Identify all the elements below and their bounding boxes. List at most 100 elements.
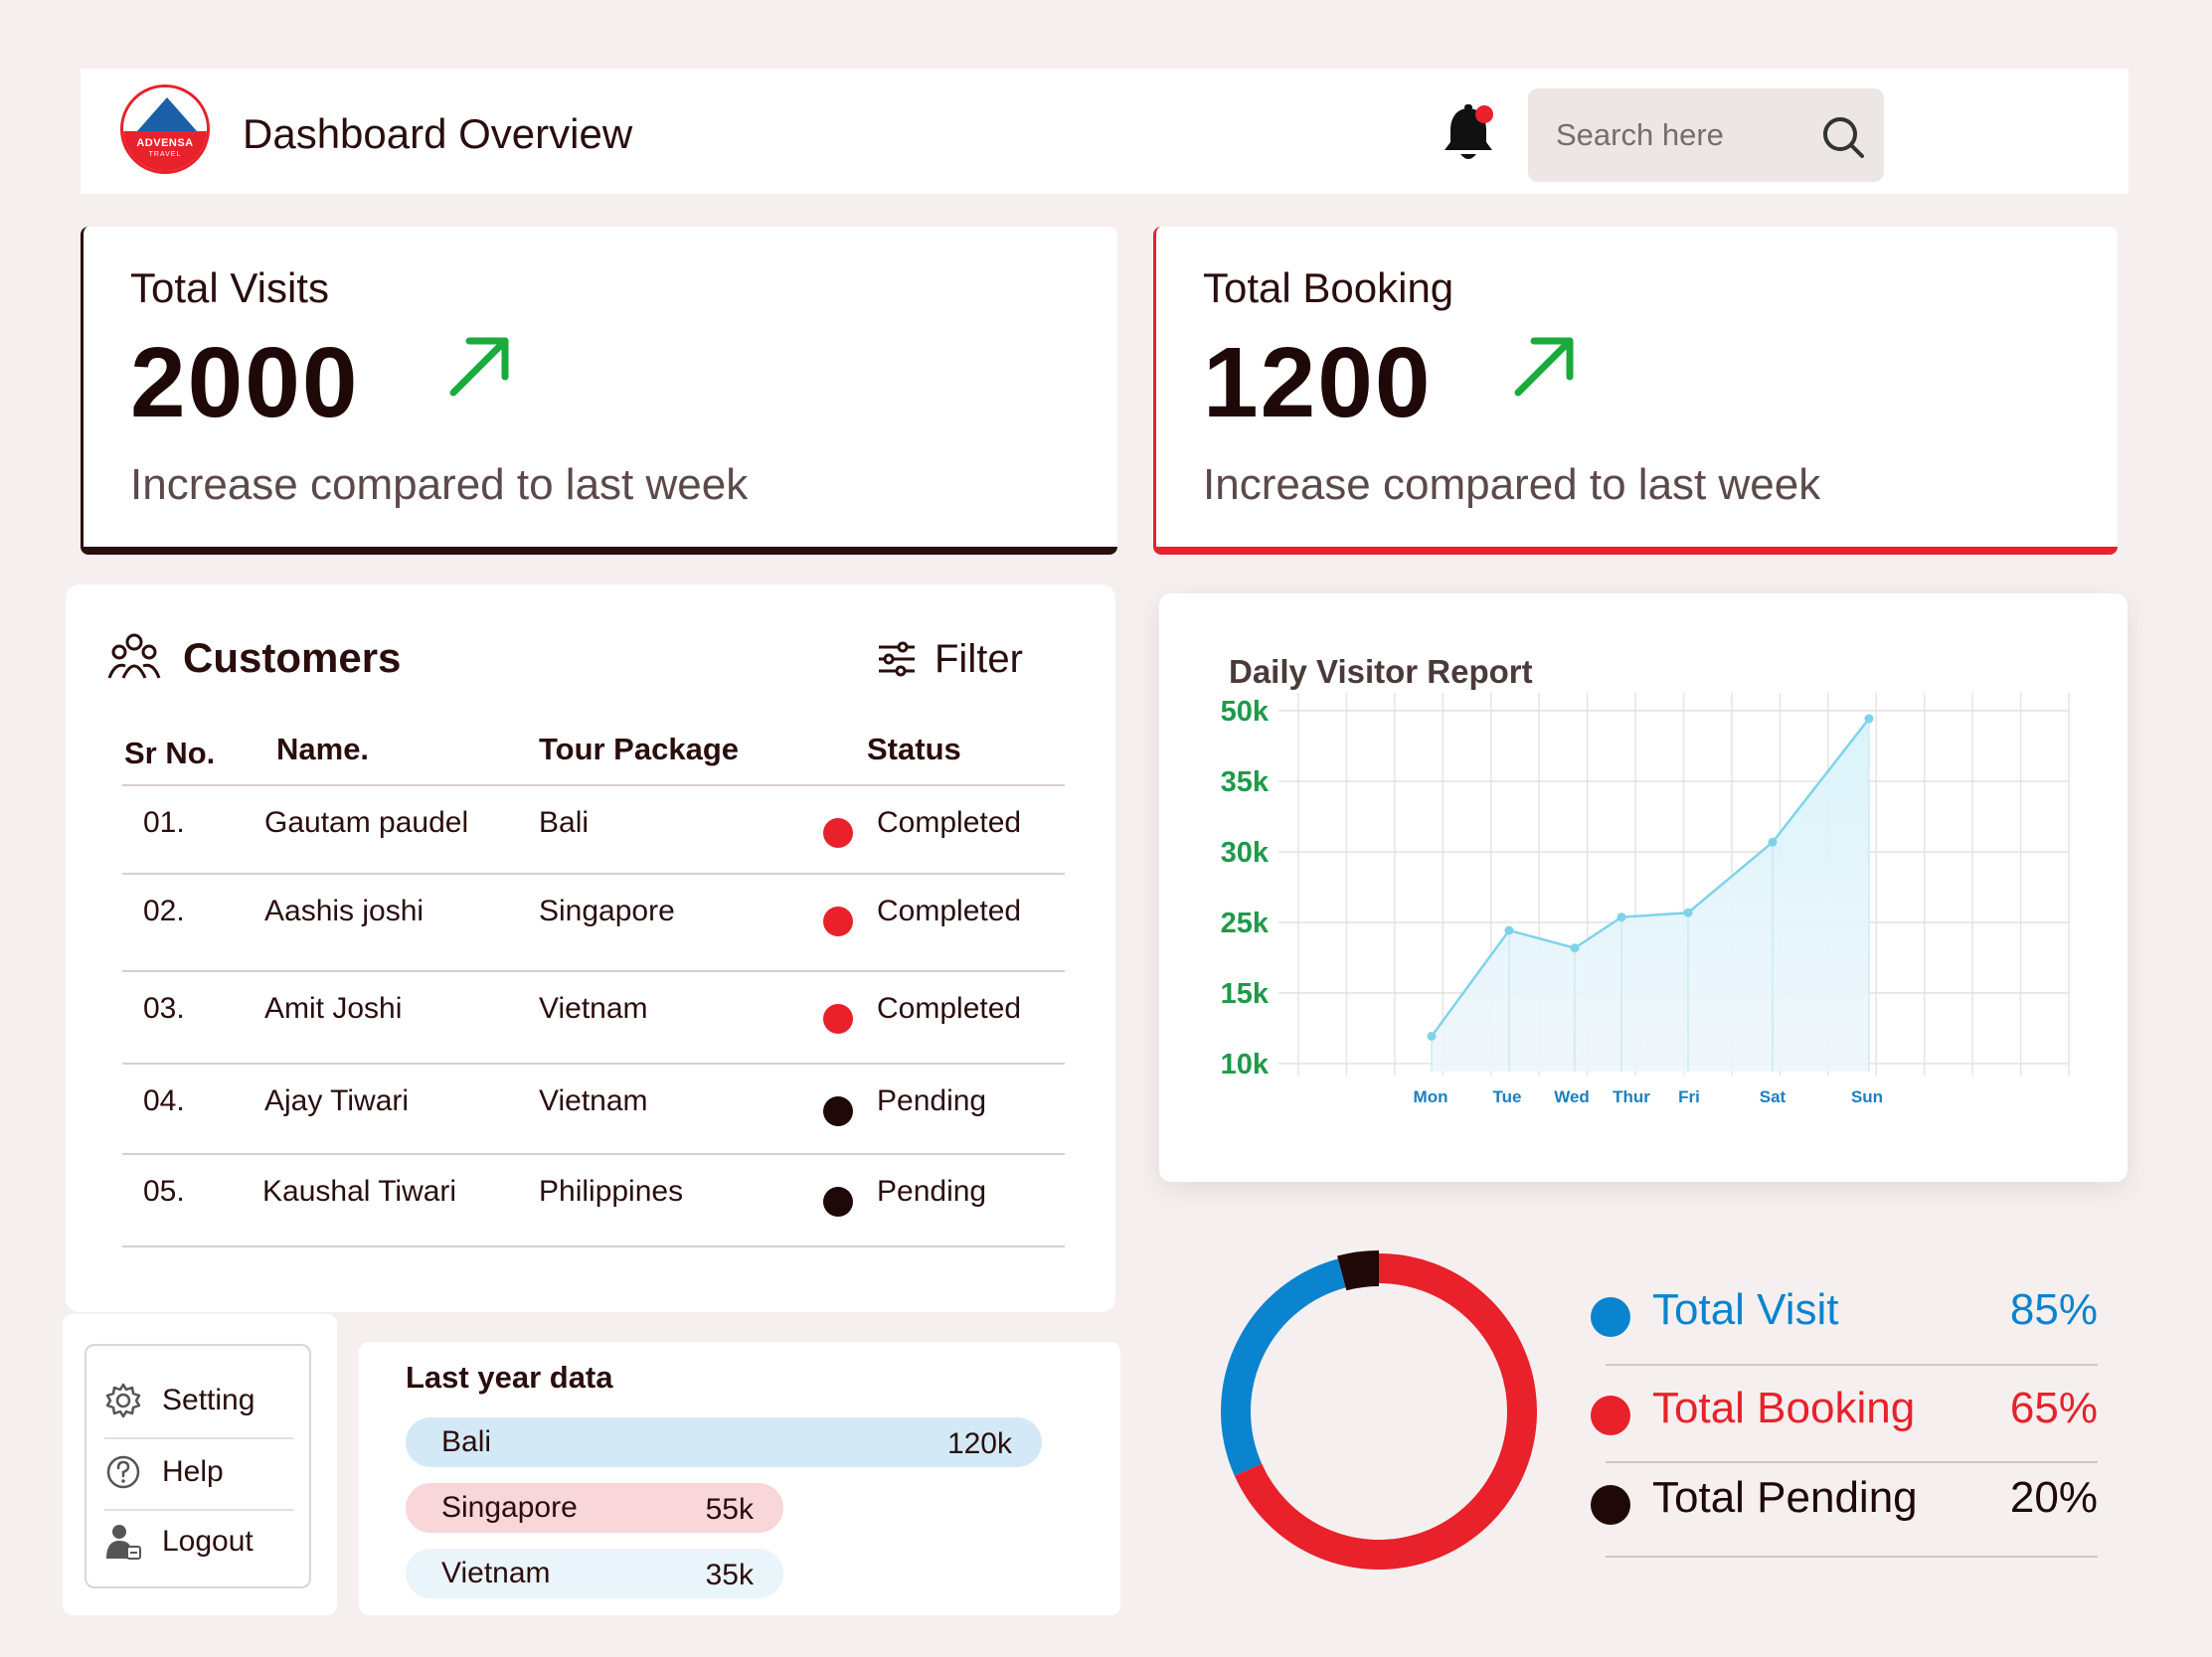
brand-logo[interactable]: ADVENSA TRAVEL bbox=[120, 84, 210, 174]
bar-value: 120k bbox=[946, 1427, 1012, 1460]
notification-bell-icon[interactable] bbox=[1439, 102, 1498, 166]
x-tick-label: Sat bbox=[1760, 1087, 1787, 1106]
customers-title: Customers bbox=[183, 634, 402, 681]
stat-label: Total Booking bbox=[1203, 264, 1454, 311]
y-tick-label: 50k bbox=[1221, 696, 1270, 728]
last-year-bar-singapore: Singapore 55k bbox=[406, 1483, 783, 1533]
filter-button[interactable]: Filter bbox=[875, 632, 1023, 686]
legend-dot bbox=[1591, 1485, 1630, 1525]
y-tick-label: 25k bbox=[1221, 908, 1270, 939]
legend-label: Total Visit bbox=[1652, 1285, 1839, 1334]
logo-text: ADVENSA bbox=[136, 137, 194, 149]
cell-sr: 04. bbox=[143, 1084, 185, 1117]
cell-status: Pending bbox=[877, 1084, 987, 1117]
last-year-bar-vietnam: Vietnam 35k bbox=[406, 1549, 783, 1598]
data-point bbox=[1504, 925, 1514, 935]
cell-package: Bali bbox=[539, 806, 590, 839]
users-icon bbox=[107, 633, 161, 679]
summary-donut-chart bbox=[1221, 1250, 1537, 1570]
search-input[interactable] bbox=[1554, 112, 1816, 158]
legend-dot bbox=[1591, 1396, 1630, 1435]
table-bottom-divider bbox=[122, 1245, 1065, 1247]
table-row[interactable]: 04. Ajay Tiwari Vietnam Pending bbox=[122, 1063, 1065, 1154]
menu-item-help[interactable]: Help bbox=[104, 1441, 293, 1503]
cell-package: Vietnam bbox=[539, 1084, 648, 1117]
stat-description: Increase compared to last week bbox=[130, 460, 749, 509]
column-header-name: Name. bbox=[276, 732, 370, 766]
cell-package: Singapore bbox=[539, 895, 675, 927]
last-year-bar-bali: Bali 120k bbox=[406, 1417, 1042, 1467]
stat-value: 2000 bbox=[130, 327, 360, 438]
legend-divider bbox=[1606, 1461, 2098, 1463]
x-tick-label: Thur bbox=[1613, 1087, 1650, 1106]
last-year-data-panel: Last year data Bali 120k Singapore 55k V… bbox=[359, 1342, 1120, 1615]
notification-dot bbox=[1475, 105, 1493, 123]
y-tick-label: 30k bbox=[1221, 837, 1270, 869]
cell-name: Kaushal Tiwari bbox=[262, 1175, 457, 1208]
legend-value: 85% bbox=[2009, 1285, 2098, 1334]
column-header-package: Tour Package bbox=[539, 732, 740, 766]
cell-sr: 05. bbox=[143, 1175, 185, 1208]
legend-value: 65% bbox=[2009, 1384, 2098, 1432]
data-point bbox=[1616, 912, 1626, 922]
cell-name: Amit Joshi bbox=[264, 992, 403, 1025]
x-tick-label: Fri bbox=[1678, 1087, 1700, 1106]
data-point bbox=[1683, 908, 1693, 917]
cell-package: Vietnam bbox=[539, 992, 648, 1025]
trend-up-icon bbox=[1514, 337, 1574, 397]
table-row[interactable]: 03. Amit Joshi Vietnam Completed bbox=[122, 970, 1065, 1062]
search-box bbox=[1528, 88, 1884, 182]
table-row[interactable]: 01. Gautam paudel Bali Completed bbox=[122, 784, 1065, 876]
x-tick-label: Tue bbox=[1493, 1087, 1522, 1106]
search-icon[interactable] bbox=[1820, 114, 1866, 160]
menu-divider bbox=[104, 1509, 293, 1511]
status-dot bbox=[823, 1187, 853, 1217]
menu-divider bbox=[104, 1437, 293, 1439]
bar-value: 35k bbox=[705, 1559, 754, 1591]
donut-segment-booking bbox=[1234, 1253, 1537, 1570]
menu-item-label: Help bbox=[162, 1455, 224, 1488]
bar-label: Singapore bbox=[441, 1491, 578, 1524]
menu-item-setting[interactable]: Setting bbox=[104, 1370, 293, 1431]
total-visits-card: Total Visits 2000 Increase compared to l… bbox=[81, 227, 1117, 555]
stat-label: Total Visits bbox=[130, 264, 329, 311]
bar-label: Bali bbox=[441, 1425, 492, 1458]
legend-value: 20% bbox=[2009, 1473, 2098, 1522]
cell-name: Aashis joshi bbox=[264, 895, 425, 927]
total-booking-card: Total Booking 1200 Increase compared to … bbox=[1153, 227, 2118, 555]
data-point bbox=[1427, 1032, 1437, 1041]
status-dot bbox=[823, 1096, 853, 1126]
help-icon bbox=[106, 1455, 140, 1489]
data-point bbox=[1570, 943, 1580, 953]
area-fill bbox=[1432, 719, 1869, 1072]
gear-icon bbox=[105, 1383, 141, 1418]
menu-item-logout[interactable]: Logout bbox=[104, 1511, 293, 1573]
cell-status: Completed bbox=[877, 992, 1022, 1025]
cell-name: Gautam paudel bbox=[264, 806, 469, 839]
cell-status: Completed bbox=[877, 806, 1022, 839]
y-tick-label: 10k bbox=[1221, 1049, 1270, 1080]
stat-description: Increase compared to last week bbox=[1203, 460, 1821, 509]
data-point bbox=[1864, 714, 1874, 724]
y-tick-label: 35k bbox=[1221, 766, 1270, 798]
menu-item-label: Setting bbox=[162, 1384, 255, 1416]
logo-subtext: TRAVEL bbox=[148, 151, 182, 158]
bar-value: 55k bbox=[705, 1493, 754, 1526]
stat-value: 1200 bbox=[1203, 327, 1433, 438]
side-menu-panel: Setting Help Logout bbox=[63, 1314, 337, 1615]
data-point bbox=[1768, 837, 1778, 847]
legend-label: Total Pending bbox=[1652, 1473, 1918, 1522]
table-row[interactable]: 02. Aashis joshi Singapore Completed bbox=[122, 873, 1065, 964]
cell-sr: 03. bbox=[143, 992, 185, 1025]
side-menu: Setting Help Logout bbox=[85, 1344, 311, 1588]
legend-label: Total Booking bbox=[1652, 1384, 1916, 1432]
x-tick-label: Sun bbox=[1851, 1087, 1883, 1106]
column-header-status: Status bbox=[867, 732, 961, 766]
cell-status: Pending bbox=[877, 1175, 987, 1208]
header-bar: ADVENSA TRAVEL Dashboard Overview bbox=[81, 69, 2128, 194]
table-row[interactable]: 05. Kaushal Tiwari Philippines Pending bbox=[122, 1153, 1065, 1244]
filter-sliders-icon bbox=[879, 641, 915, 677]
status-dot bbox=[823, 1004, 853, 1034]
x-tick-label: Wed bbox=[1554, 1087, 1590, 1106]
cell-name: Ajay Tiwari bbox=[264, 1084, 410, 1117]
